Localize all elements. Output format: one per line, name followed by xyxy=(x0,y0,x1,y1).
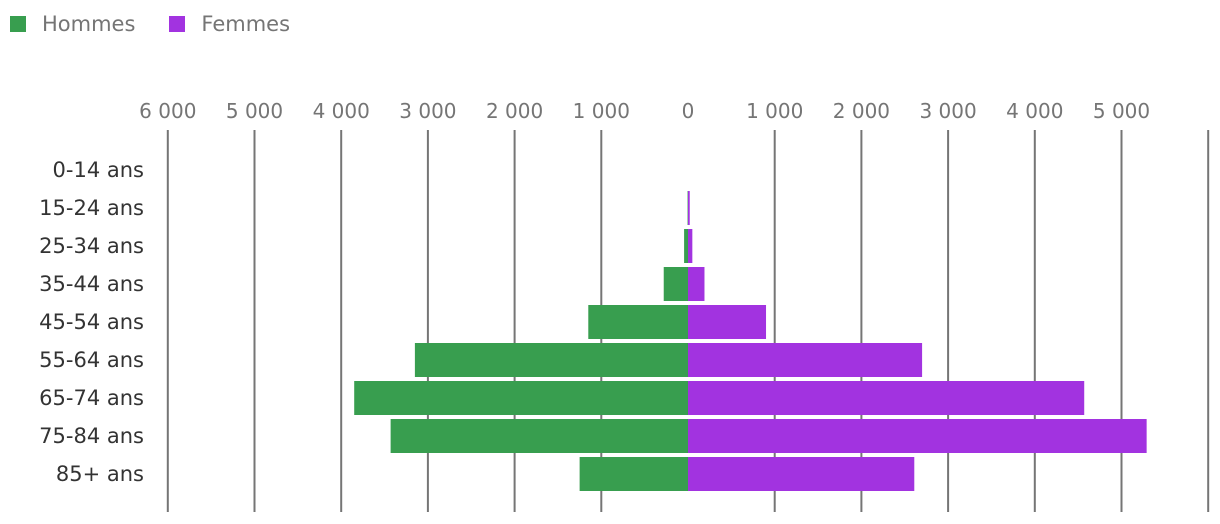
legend-swatch-femmes xyxy=(169,16,186,32)
category-label: 25-34 ans xyxy=(39,234,144,258)
bar-hommes xyxy=(579,457,688,491)
bar-hommes xyxy=(354,381,688,415)
x-tick-label: 5 000 xyxy=(1093,99,1150,123)
x-tick-label: 6 000 xyxy=(139,99,196,123)
axis-tick-labels: 6 000 5 000 4 000 3 000 2 000 1 000 0 1 000 2 00… xyxy=(139,99,1150,123)
bar-hommes xyxy=(414,343,688,377)
category-label: 15-24 ans xyxy=(39,196,144,220)
x-tick-label: 4 000 xyxy=(1006,99,1063,123)
x-tick-label: 3 000 xyxy=(919,99,976,123)
x-tick-label: 1 000 xyxy=(573,99,630,123)
category-label: 35-44 ans xyxy=(39,272,144,296)
bar-hommes xyxy=(663,267,688,301)
legend-swatch-hommes xyxy=(10,16,26,32)
legend-item-femmes: Femmes xyxy=(169,12,290,36)
category-label: 45-54 ans xyxy=(39,310,144,334)
category-label: 75-84 ans xyxy=(39,424,144,448)
bar-femmes xyxy=(688,457,915,491)
bar-femmes xyxy=(688,343,923,377)
category-label: 0-14 ans xyxy=(53,158,144,182)
category-label: 65-74 ans xyxy=(39,386,144,410)
bar-femmes xyxy=(688,229,693,263)
bar-femmes xyxy=(688,419,1147,453)
x-tick-label: 1 000 xyxy=(746,99,803,123)
legend-label-hommes: Hommes xyxy=(42,12,136,36)
category-label: 55-64 ans xyxy=(39,348,144,372)
bar-hommes xyxy=(390,419,688,453)
bar-hommes xyxy=(588,305,688,339)
category-label: 85+ ans xyxy=(56,462,144,486)
legend-label-femmes: Femmes xyxy=(201,12,291,36)
x-tick-label: 0 xyxy=(682,99,695,123)
bar-femmes xyxy=(688,267,705,301)
chart-legend: Hommes Femmes xyxy=(10,12,324,36)
bars xyxy=(354,191,1147,491)
x-tick-label: 2 000 xyxy=(486,99,543,123)
x-tick-label: 4 000 xyxy=(313,99,370,123)
category-labels: 0-14 ans 15-24 ans 25-34 ans 35-44 ans 45-54… xyxy=(39,158,144,486)
bar-hommes xyxy=(684,229,688,263)
legend-item-hommes: Hommes xyxy=(10,12,135,36)
bar-femmes xyxy=(688,381,1085,415)
x-tick-label: 5 000 xyxy=(226,99,283,123)
x-tick-label: 3 000 xyxy=(399,99,456,123)
bar-femmes xyxy=(688,191,690,225)
bar-femmes xyxy=(688,305,767,339)
x-tick-label: 2 000 xyxy=(833,99,890,123)
